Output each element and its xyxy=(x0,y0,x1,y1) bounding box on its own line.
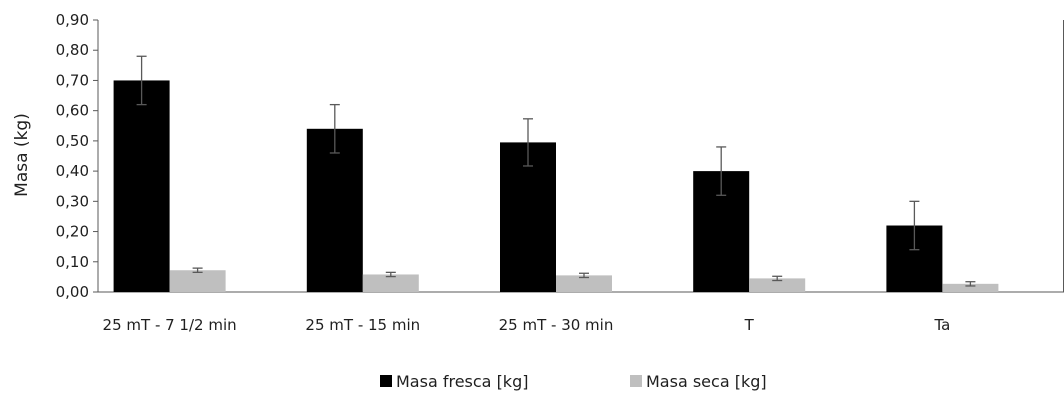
y-tick-label: 0,00 xyxy=(56,283,89,301)
x-category-label: Ta xyxy=(933,316,950,334)
bar xyxy=(169,270,226,292)
y-tick-label: 0,50 xyxy=(56,132,89,150)
x-category-label: 25 mT - 15 min xyxy=(305,316,420,334)
y-axis-label: Masa (kg) xyxy=(12,113,32,197)
x-category-label: 25 mT - 30 min xyxy=(499,316,614,334)
x-category-label: T xyxy=(744,316,755,334)
y-tick-label: 0,40 xyxy=(56,162,89,180)
y-tick-label: 0,60 xyxy=(56,102,89,120)
y-tick-label: 0,10 xyxy=(56,253,89,271)
bar xyxy=(942,283,999,292)
legend-label: Masa fresca [kg] xyxy=(396,372,528,391)
y-tick-label: 0,20 xyxy=(56,223,89,241)
error-bars xyxy=(136,55,976,287)
y-tick-label: 0,80 xyxy=(56,41,89,59)
bar xyxy=(362,274,419,292)
bars xyxy=(113,80,999,292)
bar xyxy=(306,128,363,292)
legend: Masa fresca [kg] Masa seca [kg] xyxy=(380,372,767,391)
y-tick-label: 0,70 xyxy=(56,71,89,89)
bar xyxy=(749,278,806,292)
legend-swatch xyxy=(380,375,392,387)
bar xyxy=(556,275,612,292)
y-tick-labels: 0,00 0,10 0,20 0,30 0,40 0,50 0,60 0,70 0,80 0,90 xyxy=(56,11,98,301)
bar xyxy=(500,142,556,292)
legend-swatch xyxy=(630,375,642,387)
y-tick-label: 0,90 xyxy=(56,11,89,29)
x-category-labels: 25 mT - 7 1/2 min 25 mT - 15 min 25 mT - 3… xyxy=(103,316,951,334)
y-tick-label: 0,30 xyxy=(56,192,89,210)
bar xyxy=(113,80,170,292)
x-category-label: 25 mT - 7 1/2 min xyxy=(103,316,237,334)
legend-label: Masa seca [kg] xyxy=(646,372,767,391)
